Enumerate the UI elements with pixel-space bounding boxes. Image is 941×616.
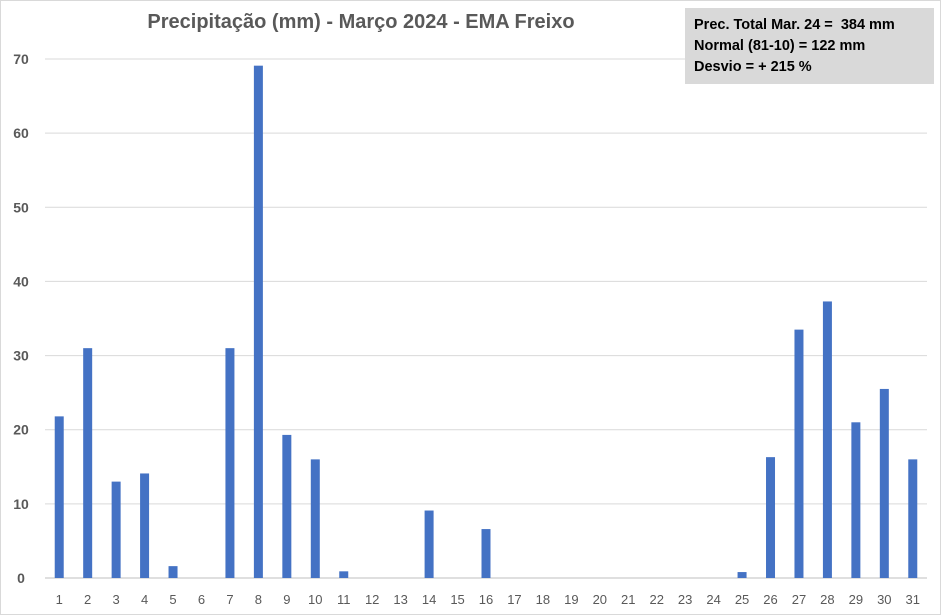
bar [908, 459, 918, 578]
x-tick-label: 15 [450, 592, 464, 607]
x-tick-label: 22 [649, 592, 663, 607]
y-tick-label: 0 [17, 570, 25, 586]
bar [737, 572, 747, 578]
x-tick-label: 14 [422, 592, 436, 607]
x-tick-label: 11 [337, 592, 351, 607]
x-tick-label: 27 [792, 592, 806, 607]
summary-box: Prec. Total Mar. 24 = 384 mm Normal (81-… [685, 8, 934, 84]
bar [83, 348, 93, 578]
y-tick-label: 50 [13, 199, 29, 215]
x-tick-label: 23 [678, 592, 692, 607]
y-tick-label: 40 [13, 273, 29, 289]
x-tick-label: 30 [877, 592, 891, 607]
bar [310, 459, 320, 578]
bar [140, 473, 150, 578]
bar [481, 529, 491, 578]
x-tick-label: 28 [820, 592, 834, 607]
bar [851, 422, 861, 578]
x-tick-label: 13 [393, 592, 407, 607]
y-tick-label: 60 [13, 125, 29, 141]
bar [822, 301, 832, 578]
y-tick-label: 10 [13, 496, 29, 512]
bar [253, 65, 263, 579]
x-tick-label: 7 [226, 592, 233, 607]
x-tick-label: 25 [735, 592, 749, 607]
bar [111, 481, 121, 578]
y-tick-label: 70 [13, 51, 29, 67]
bar [225, 348, 235, 578]
y-tick-label: 30 [13, 348, 29, 364]
x-tick-label: 26 [763, 592, 777, 607]
x-tick-label: 3 [113, 592, 120, 607]
x-tick-label: 6 [198, 592, 205, 607]
bar [766, 457, 776, 578]
bar [794, 329, 804, 578]
y-tick-label: 20 [13, 422, 29, 438]
bar [168, 566, 178, 578]
bar [54, 416, 64, 578]
bar [282, 434, 292, 578]
x-tick-label: 19 [564, 592, 578, 607]
x-tick-label: 10 [308, 592, 322, 607]
bar [879, 388, 889, 578]
x-tick-label: 1 [56, 592, 63, 607]
x-tick-label: 12 [365, 592, 379, 607]
x-tick-label: 5 [169, 592, 176, 607]
summary-normal: Normal (81-10) = 122 mm [694, 38, 866, 54]
x-tick-label: 4 [141, 592, 148, 607]
chart-title: Precipitação (mm) - Março 2024 - EMA Fre… [147, 11, 575, 33]
x-tick-label: 16 [479, 592, 493, 607]
x-tick-label: 8 [255, 592, 262, 607]
x-tick-label: 17 [507, 592, 521, 607]
summary-deviation: Desvio = + 215 % [694, 59, 812, 75]
summary-total: Prec. Total Mar. 24 = 384 mm [694, 17, 895, 33]
x-tick-label: 21 [621, 592, 635, 607]
x-tick-label: 18 [536, 592, 550, 607]
x-tick-label: 20 [593, 592, 607, 607]
bar [424, 510, 434, 578]
x-tick-label: 2 [84, 592, 91, 607]
x-tick-label: 9 [283, 592, 290, 607]
x-tick-label: 29 [849, 592, 863, 607]
bar [339, 571, 349, 578]
x-tick-label: 24 [706, 592, 720, 607]
x-tick-label: 31 [906, 592, 920, 607]
